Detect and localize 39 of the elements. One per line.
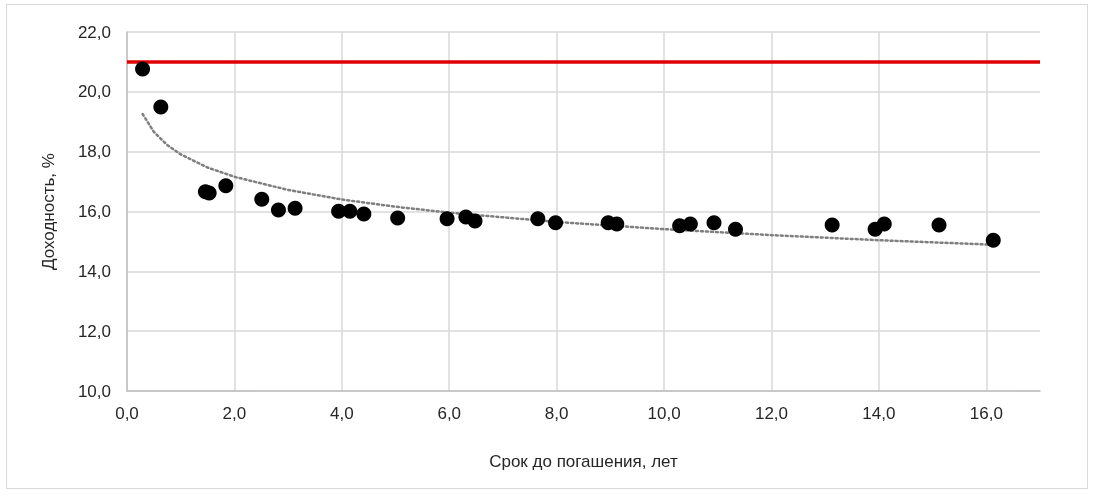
point (876, 216, 892, 232)
point (467, 213, 483, 229)
point (609, 216, 625, 232)
point (287, 200, 303, 216)
x-tick-label: 6,0 (437, 404, 462, 423)
y-tick-label: 10,0 (77, 381, 111, 401)
point (153, 99, 169, 115)
x-tick-label: 14,0 (862, 404, 896, 423)
y-tick-label: 18,0 (77, 142, 111, 162)
y-axis-title: Доходность, % (39, 153, 58, 270)
x-tick-label: 16,0 (969, 404, 1003, 423)
point (342, 203, 358, 219)
x-tick-label: 12,0 (754, 404, 789, 423)
point (682, 216, 698, 232)
point (548, 215, 564, 231)
point (530, 211, 546, 227)
point (254, 191, 270, 207)
point (824, 217, 840, 233)
x-tick-label: 10,0 (647, 404, 681, 423)
point (356, 206, 372, 222)
y-tick-label: 14,0 (77, 261, 111, 281)
y-tick-label: 22,0 (77, 22, 111, 42)
y-tick-label: 12,0 (77, 321, 111, 341)
y-tick-label: 16,0 (77, 202, 111, 221)
point (931, 217, 947, 233)
x-tick-label: 4,0 (330, 404, 354, 423)
x-tick-label: 0,0 (115, 404, 139, 423)
point (706, 215, 722, 231)
point (390, 210, 406, 226)
x-tick-label: 8,0 (544, 404, 569, 423)
point (270, 202, 286, 218)
x-tick-label: 2,0 (222, 404, 247, 423)
point (728, 221, 743, 237)
point (135, 61, 151, 77)
point (218, 178, 234, 194)
x-axis-title: Срок до погашения, лет (489, 452, 679, 471)
y-tick-label: 20,0 (77, 82, 111, 102)
point (985, 232, 1001, 248)
point (439, 211, 455, 227)
